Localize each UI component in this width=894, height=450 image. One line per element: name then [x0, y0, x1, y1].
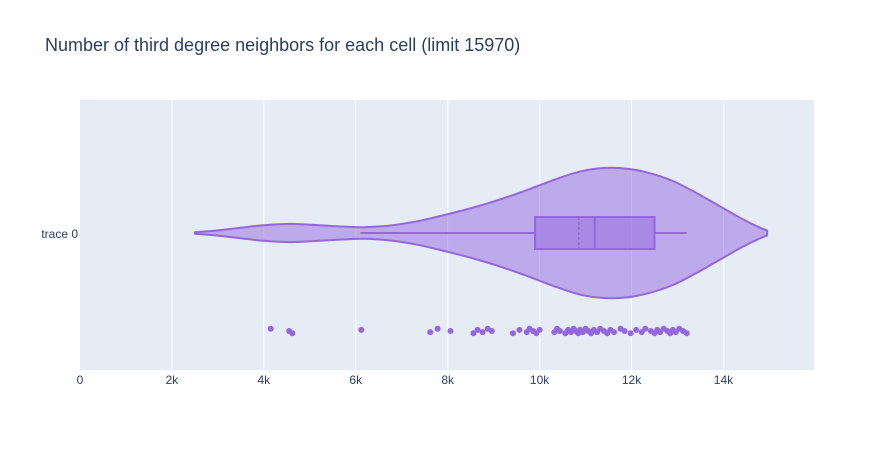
- x-tick-label: 12k: [622, 373, 642, 387]
- x-tick-label: 14k: [714, 373, 734, 387]
- category-label-trace-0: trace 0: [41, 227, 78, 241]
- data-point: [683, 330, 690, 337]
- data-point: [479, 329, 486, 336]
- data-point: [536, 326, 543, 333]
- data-point: [556, 328, 563, 334]
- x-tick-label: 6k: [349, 373, 363, 387]
- data-point: [434, 325, 441, 332]
- violin-layer: [193, 166, 769, 337]
- data-point: [633, 326, 640, 333]
- x-tick-label: 4k: [258, 373, 272, 387]
- data-point: [516, 326, 523, 333]
- chart-title: Number of third degree neighbors for eac…: [45, 35, 520, 55]
- data-point: [267, 325, 274, 332]
- data-point: [474, 326, 481, 333]
- data-point: [611, 329, 618, 336]
- x-tick-label: 10k: [530, 373, 550, 387]
- data-point: [447, 328, 454, 334]
- data-point: [509, 330, 516, 337]
- data-point: [470, 330, 477, 337]
- data-point: [642, 325, 649, 332]
- data-point: [427, 329, 434, 336]
- data-point: [488, 328, 495, 334]
- x-axis-ticks: 0 2k 4k 6k 8k 10k 12k 14k: [77, 373, 734, 387]
- data-point: [621, 328, 628, 334]
- x-tick-label: 0: [77, 373, 84, 387]
- data-point: [627, 330, 634, 337]
- data-point: [289, 330, 296, 337]
- data-point: [358, 326, 365, 333]
- x-tick-label: 2k: [166, 373, 180, 387]
- x-tick-label: 8k: [441, 373, 455, 387]
